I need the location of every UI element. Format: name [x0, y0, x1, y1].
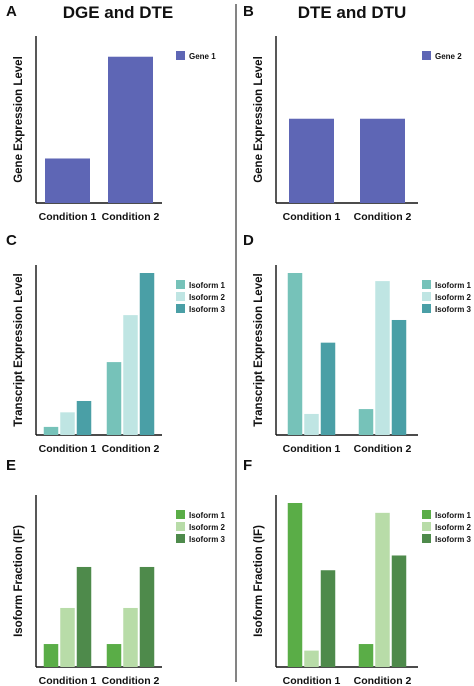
bar-gene-1-condition-1 — [45, 158, 90, 203]
bar-isoform-3-condition-2 — [391, 319, 407, 435]
legend-swatch — [422, 304, 431, 313]
x-tick-label: Condition 1 — [283, 443, 341, 455]
y-axis-label: Transcript Expression Level — [253, 273, 265, 426]
chart-panel-a: Gene Expression Level Condition 1 Conditio… — [13, 36, 216, 223]
legend-label: Isoform 1 — [435, 511, 472, 520]
legend-swatch — [176, 510, 185, 519]
legend-label: Gene 2 — [435, 52, 462, 61]
bar-gene-2-condition-2 — [360, 118, 405, 203]
x-tick-label: Condition 1 — [39, 211, 97, 223]
legend-swatch — [422, 534, 431, 543]
panel-letter-a: A — [6, 3, 17, 20]
legend-label: Isoform 3 — [189, 535, 226, 544]
panel-letter-e: E — [6, 457, 16, 474]
x-tick-label: Condition 1 — [39, 675, 97, 686]
bar-gene-2-condition-1 — [289, 118, 334, 203]
panel-letter-f: F — [243, 457, 252, 474]
x-tick-label: Condition 2 — [102, 443, 160, 455]
legend-swatch — [176, 304, 185, 313]
chart-panel-c: Transcript Expression Level Condition 1 Co… — [13, 265, 226, 455]
legend-swatch — [176, 522, 185, 531]
chart-panel-f: Isoform Fraction (IF) Condition 1 Conditio… — [253, 495, 472, 686]
bar-isoform-2-condition-2 — [375, 512, 390, 667]
bar-isoform-1-condition-1 — [287, 273, 303, 435]
legend-label: Isoform 2 — [189, 523, 226, 532]
x-tick-label: Condition 1 — [283, 211, 341, 223]
x-tick-label: Condition 2 — [102, 211, 160, 223]
y-axis-label: Gene Expression Level — [253, 56, 265, 183]
chart-panel-b: Gene Expression Level Condition 1 Conditio… — [253, 36, 462, 223]
bar-isoform-2-condition-2 — [375, 281, 390, 435]
legend-label: Isoform 1 — [189, 281, 226, 290]
bar-isoform-2-condition-1 — [60, 412, 75, 435]
legend-label: Isoform 3 — [435, 305, 472, 314]
bar-isoform-2-condition-1 — [60, 607, 75, 667]
legend-label: Isoform 3 — [189, 305, 226, 314]
bar-isoform-1-condition-2 — [106, 362, 122, 435]
x-tick-label: Condition 2 — [354, 443, 412, 455]
legend-swatch — [176, 292, 185, 301]
legend-label: Isoform 2 — [435, 523, 472, 532]
chart-panel-d: Transcript Expression Level Condition 1 Co… — [253, 265, 472, 455]
bar-isoform-3-condition-2 — [139, 273, 155, 435]
legend-swatch — [422, 522, 431, 531]
panel-letter-c: C — [6, 232, 17, 249]
legend-label: Isoform 1 — [189, 511, 226, 520]
bar-isoform-3-condition-1 — [76, 566, 92, 667]
legend-swatch — [422, 51, 431, 60]
x-tick-label: Condition 2 — [354, 211, 412, 223]
legend-label: Gene 1 — [189, 52, 216, 61]
legend-label: Isoform 2 — [435, 293, 472, 302]
legend-swatch — [176, 280, 185, 289]
legend-swatch — [176, 534, 185, 543]
legend-label: Isoform 1 — [435, 281, 472, 290]
bar-isoform-1-condition-1 — [287, 503, 303, 667]
column-title-right: DTE and DTU — [298, 3, 407, 22]
bar-isoform-1-condition-2 — [106, 644, 122, 667]
x-tick-label: Condition 1 — [39, 443, 97, 455]
legend-label: Isoform 3 — [435, 535, 472, 544]
panel-letter-b: B — [243, 3, 254, 20]
x-tick-label: Condition 2 — [354, 675, 412, 686]
bar-isoform-3-condition-2 — [391, 555, 407, 667]
bar-isoform-1-condition-1 — [43, 644, 59, 667]
bar-isoform-3-condition-1 — [320, 342, 336, 435]
bar-isoform-3-condition-1 — [320, 570, 336, 667]
column-title-left: DGE and DTE — [63, 3, 174, 22]
panel-letter-d: D — [243, 232, 254, 249]
y-axis-label: Isoform Fraction (IF) — [253, 525, 265, 637]
bar-isoform-2-condition-2 — [123, 315, 138, 435]
y-axis-label: Transcript Expression Level — [13, 273, 25, 426]
charts-layer: Gene Expression Level Condition 1 Conditio… — [13, 36, 472, 686]
bar-isoform-2-condition-2 — [123, 607, 138, 667]
y-axis-label: Isoform Fraction (IF) — [13, 525, 25, 637]
bar-gene-1-condition-2 — [108, 56, 153, 203]
legend-swatch — [422, 510, 431, 519]
legend-swatch — [176, 51, 185, 60]
x-tick-label: Condition 1 — [283, 675, 341, 686]
bar-isoform-1-condition-1 — [43, 426, 59, 435]
legend-swatch — [422, 292, 431, 301]
x-tick-label: Condition 2 — [102, 675, 160, 686]
y-axis-label: Gene Expression Level — [13, 56, 25, 183]
bar-isoform-3-condition-1 — [76, 400, 92, 435]
bar-isoform-1-condition-2 — [358, 644, 374, 667]
legend-swatch — [422, 280, 431, 289]
bar-isoform-1-condition-2 — [358, 409, 374, 435]
bar-isoform-3-condition-2 — [139, 566, 155, 667]
bar-isoform-2-condition-1 — [304, 413, 319, 435]
legend-label: Isoform 2 — [189, 293, 226, 302]
bar-isoform-2-condition-1 — [304, 650, 319, 667]
chart-panel-e: Isoform Fraction (IF) Condition 1 Conditio… — [13, 495, 226, 686]
